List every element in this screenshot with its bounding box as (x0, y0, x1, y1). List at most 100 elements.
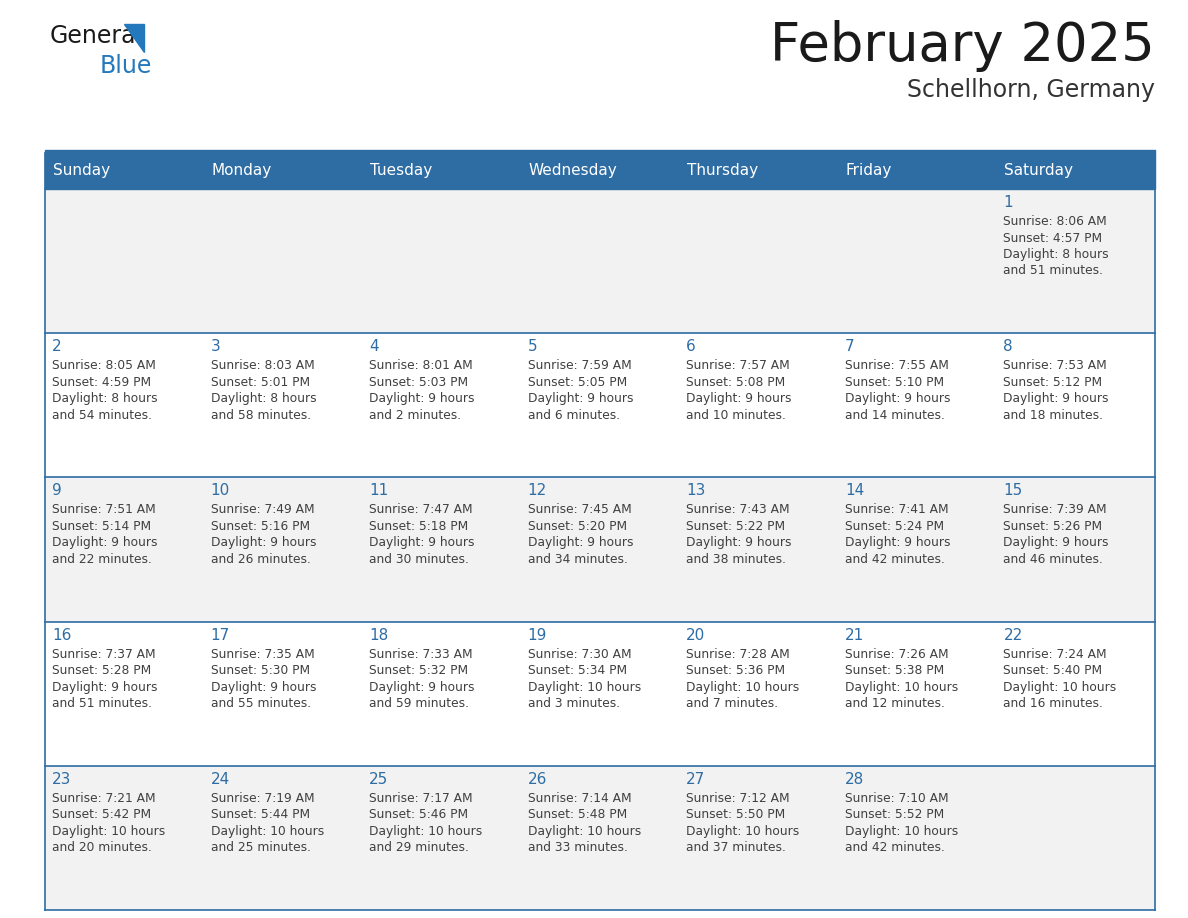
Text: and 25 minutes.: and 25 minutes. (210, 841, 310, 855)
Text: and 26 minutes.: and 26 minutes. (210, 553, 310, 565)
Text: Sunrise: 7:59 AM: Sunrise: 7:59 AM (527, 359, 632, 372)
Text: Daylight: 9 hours: Daylight: 9 hours (845, 392, 950, 405)
Bar (45, 189, 203, 333)
Text: Sunset: 5:44 PM: Sunset: 5:44 PM (210, 809, 310, 822)
Bar (362, 477, 520, 621)
Text: 11: 11 (369, 484, 388, 498)
Text: and 51 minutes.: and 51 minutes. (1004, 264, 1104, 277)
Bar (680, 766, 838, 910)
Bar (520, 477, 680, 621)
Text: Sunrise: 7:30 AM: Sunrise: 7:30 AM (527, 647, 631, 661)
Bar (680, 333, 838, 477)
Text: 22: 22 (1004, 628, 1023, 643)
Bar (45, 333, 203, 477)
Text: 1: 1 (1004, 195, 1013, 210)
Bar (45, 153, 1155, 189)
Text: Thursday: Thursday (688, 163, 758, 178)
Text: Daylight: 9 hours: Daylight: 9 hours (52, 536, 158, 549)
Bar (203, 766, 362, 910)
Text: Sunset: 5:10 PM: Sunset: 5:10 PM (845, 375, 944, 388)
Text: Sunrise: 7:57 AM: Sunrise: 7:57 AM (687, 359, 790, 372)
Text: Sunrise: 7:24 AM: Sunrise: 7:24 AM (1004, 647, 1107, 661)
Text: 3: 3 (210, 339, 220, 354)
Text: and 42 minutes.: and 42 minutes. (845, 841, 944, 855)
Text: Sunset: 5:26 PM: Sunset: 5:26 PM (1004, 520, 1102, 533)
Text: 9: 9 (52, 484, 62, 498)
Text: Sunrise: 7:12 AM: Sunrise: 7:12 AM (687, 792, 790, 805)
Text: Sunrise: 7:35 AM: Sunrise: 7:35 AM (210, 647, 315, 661)
Text: Sunset: 5:52 PM: Sunset: 5:52 PM (845, 809, 944, 822)
Bar (838, 621, 997, 766)
Text: Daylight: 10 hours: Daylight: 10 hours (52, 824, 165, 838)
Text: 18: 18 (369, 628, 388, 643)
Text: and 12 minutes.: and 12 minutes. (845, 697, 944, 711)
Text: Sunset: 5:24 PM: Sunset: 5:24 PM (845, 520, 944, 533)
Text: 16: 16 (52, 628, 71, 643)
Text: and 54 minutes.: and 54 minutes. (52, 409, 152, 421)
Text: 20: 20 (687, 628, 706, 643)
Text: Sunset: 5:32 PM: Sunset: 5:32 PM (369, 664, 468, 677)
Text: Sunset: 5:34 PM: Sunset: 5:34 PM (527, 664, 627, 677)
Text: Sunrise: 7:19 AM: Sunrise: 7:19 AM (210, 792, 314, 805)
Text: Blue: Blue (100, 54, 152, 78)
Text: Sunrise: 7:26 AM: Sunrise: 7:26 AM (845, 647, 948, 661)
Text: and 58 minutes.: and 58 minutes. (210, 409, 311, 421)
Text: Daylight: 8 hours: Daylight: 8 hours (1004, 248, 1110, 261)
Text: 4: 4 (369, 339, 379, 354)
Bar (520, 766, 680, 910)
Text: Monday: Monday (211, 163, 272, 178)
Bar (203, 477, 362, 621)
Text: Sunrise: 7:45 AM: Sunrise: 7:45 AM (527, 503, 632, 517)
Bar (997, 766, 1155, 910)
Bar (680, 189, 838, 333)
Text: Sunrise: 7:41 AM: Sunrise: 7:41 AM (845, 503, 948, 517)
Text: and 42 minutes.: and 42 minutes. (845, 553, 944, 565)
Text: Daylight: 9 hours: Daylight: 9 hours (369, 392, 475, 405)
Bar (45, 477, 203, 621)
Text: Daylight: 9 hours: Daylight: 9 hours (369, 536, 475, 549)
Text: 26: 26 (527, 772, 548, 787)
Text: Sunset: 5:46 PM: Sunset: 5:46 PM (369, 809, 468, 822)
Text: Sunset: 5:08 PM: Sunset: 5:08 PM (687, 375, 785, 388)
Text: Daylight: 9 hours: Daylight: 9 hours (1004, 536, 1108, 549)
Polygon shape (124, 24, 144, 52)
Text: Sunset: 5:18 PM: Sunset: 5:18 PM (369, 520, 468, 533)
Text: Sunrise: 7:10 AM: Sunrise: 7:10 AM (845, 792, 948, 805)
Text: and 59 minutes.: and 59 minutes. (369, 697, 469, 711)
Text: Schellhorn, Germany: Schellhorn, Germany (906, 78, 1155, 102)
Text: and 14 minutes.: and 14 minutes. (845, 409, 944, 421)
Bar (997, 333, 1155, 477)
Text: 5: 5 (527, 339, 537, 354)
Bar (520, 333, 680, 477)
Text: and 37 minutes.: and 37 minutes. (687, 841, 786, 855)
Bar (45, 621, 203, 766)
Text: 14: 14 (845, 484, 864, 498)
Text: Daylight: 9 hours: Daylight: 9 hours (687, 536, 791, 549)
Text: Sunset: 5:14 PM: Sunset: 5:14 PM (52, 520, 151, 533)
Text: Friday: Friday (846, 163, 892, 178)
Text: Sunset: 5:36 PM: Sunset: 5:36 PM (687, 664, 785, 677)
Text: 19: 19 (527, 628, 548, 643)
Text: and 51 minutes.: and 51 minutes. (52, 697, 152, 711)
Text: Sunrise: 7:53 AM: Sunrise: 7:53 AM (1004, 359, 1107, 372)
Text: 23: 23 (52, 772, 71, 787)
Text: and 34 minutes.: and 34 minutes. (527, 553, 627, 565)
Text: Sunrise: 7:21 AM: Sunrise: 7:21 AM (52, 792, 156, 805)
Text: Daylight: 10 hours: Daylight: 10 hours (369, 824, 482, 838)
Text: Sunrise: 7:33 AM: Sunrise: 7:33 AM (369, 647, 473, 661)
Text: Wednesday: Wednesday (529, 163, 618, 178)
Text: 12: 12 (527, 484, 546, 498)
Text: Sunset: 4:59 PM: Sunset: 4:59 PM (52, 375, 151, 388)
Text: Sunset: 5:40 PM: Sunset: 5:40 PM (1004, 664, 1102, 677)
Text: and 10 minutes.: and 10 minutes. (687, 409, 786, 421)
Bar (45, 150, 1155, 153)
Text: 25: 25 (369, 772, 388, 787)
Text: Daylight: 9 hours: Daylight: 9 hours (52, 680, 158, 694)
Text: Daylight: 9 hours: Daylight: 9 hours (527, 392, 633, 405)
Text: and 38 minutes.: and 38 minutes. (687, 553, 786, 565)
Bar (838, 333, 997, 477)
Text: Sunrise: 7:37 AM: Sunrise: 7:37 AM (52, 647, 156, 661)
Text: 8: 8 (1004, 339, 1013, 354)
Text: Sunset: 4:57 PM: Sunset: 4:57 PM (1004, 231, 1102, 244)
Text: Daylight: 10 hours: Daylight: 10 hours (845, 680, 958, 694)
